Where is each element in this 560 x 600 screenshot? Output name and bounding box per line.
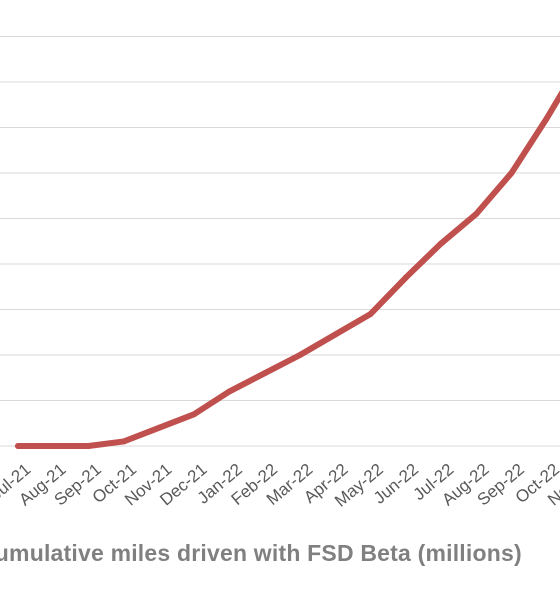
series-group: [15, 90, 560, 449]
data-point: [543, 115, 550, 122]
data-point: [15, 443, 21, 449]
data-point: [297, 352, 303, 358]
data-point: [226, 388, 233, 395]
series-line: [15, 90, 560, 449]
data-point: [438, 240, 444, 247]
data-point: [50, 443, 57, 449]
data-point: [332, 331, 339, 338]
x-axis-label: Cumulative miles driven with FSD Beta (m…: [0, 540, 522, 566]
data-point: [367, 311, 374, 318]
data-point: [85, 443, 92, 449]
data-point: [508, 170, 515, 176]
data-point: [261, 370, 268, 377]
data-point: [473, 210, 480, 217]
data-point: [156, 424, 162, 431]
data-point: [402, 274, 409, 281]
x-tick-labels: Jul-21Aug-21Sep-21Oct-21Nov-21Dec-21Jan-…: [0, 460, 560, 511]
gridlines: [0, 36, 560, 447]
data-point: [120, 438, 127, 445]
data-point: [191, 411, 198, 418]
